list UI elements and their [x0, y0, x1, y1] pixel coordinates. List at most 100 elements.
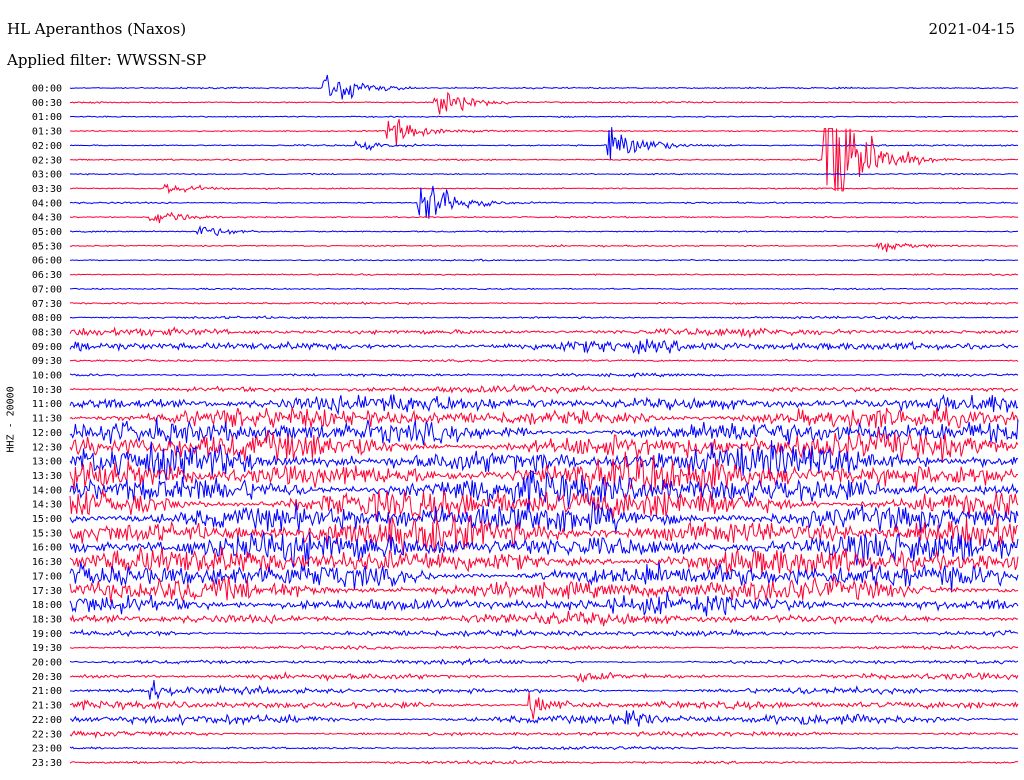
time-tick-label: 01:30 — [32, 127, 62, 138]
time-tick-label: 08:00 — [32, 313, 62, 324]
seismic-trace-0330 — [70, 183, 1019, 195]
time-tick-label: 13:30 — [32, 471, 62, 482]
station-title: HL Aperanthos (Naxos) — [7, 20, 187, 38]
time-tick-label: 21:30 — [32, 701, 62, 712]
time-tick-label: 11:30 — [32, 414, 62, 425]
time-tick-label: 09:00 — [32, 342, 62, 353]
time-tick-label: 10:00 — [32, 371, 62, 382]
seismic-trace-1030 — [69, 383, 1019, 395]
seismic-trace-1300 — [69, 440, 1019, 481]
seismic-trace-2130 — [69, 692, 1019, 720]
seismic-trace-2100 — [69, 680, 1019, 701]
seismic-trace-0530 — [69, 242, 1019, 253]
time-tick-label: 12:30 — [32, 442, 62, 453]
seismic-trace-1600 — [69, 531, 1019, 568]
time-tick-label: 00:30 — [32, 98, 62, 109]
time-tick-label: 05:00 — [32, 227, 62, 238]
seismic-trace-0430 — [69, 211, 1019, 224]
time-tick-label: 06:30 — [32, 270, 62, 281]
filter-subtitle: Applied filter: WWSSN-SP — [7, 51, 207, 69]
time-tick-label: 14:00 — [32, 485, 62, 496]
seismic-trace-2230 — [69, 730, 1019, 739]
seismic-trace-0700 — [69, 287, 1019, 291]
seismic-trace-0630 — [69, 273, 1019, 277]
seismic-trace-0030 — [70, 91, 1019, 115]
time-tick-label: 10:30 — [32, 385, 62, 396]
seismic-trace-0130 — [69, 119, 1019, 147]
date-label: 2021-04-15 — [928, 20, 1015, 38]
seismic-trace-0230 — [69, 128, 1019, 192]
trace-layer — [69, 74, 1019, 765]
time-tick-label: 23:30 — [32, 758, 62, 769]
seismic-trace-0730 — [69, 301, 1019, 306]
seismic-trace-0300 — [69, 172, 1019, 176]
time-tick-label: 23:00 — [32, 744, 62, 755]
seismic-trace-2200 — [69, 710, 1019, 727]
time-tick-label: 03:30 — [32, 184, 62, 195]
time-tick-label: 17:00 — [32, 571, 62, 582]
time-tick-label: 15:00 — [32, 514, 62, 525]
tick-label-layer: 00:00 00:30 01:00 01:30 02:00 02:30 03:00 03:30… — [32, 84, 62, 769]
seismic-trace-1130 — [69, 406, 1019, 429]
time-tick-label: 20:30 — [32, 672, 62, 683]
time-tick-label: 01:00 — [32, 112, 62, 123]
seismic-trace-2030 — [69, 671, 1019, 683]
time-tick-label: 12:00 — [32, 428, 62, 439]
time-tick-label: 07:00 — [32, 284, 62, 295]
time-tick-label: 16:30 — [32, 557, 62, 568]
seismic-trace-1000 — [69, 372, 1019, 379]
time-tick-label: 13:00 — [32, 457, 62, 468]
seismic-trace-0400 — [69, 185, 1019, 219]
time-tick-label: 04:00 — [32, 198, 62, 209]
seismic-trace-0100 — [69, 115, 1019, 119]
time-tick-label: 18:30 — [32, 614, 62, 625]
time-tick-label: 04:30 — [32, 213, 62, 224]
seismic-trace-1530 — [69, 514, 1019, 556]
seismic-trace-1500 — [69, 500, 1019, 533]
time-tick-label: 08:30 — [32, 327, 62, 338]
time-tick-label: 22:00 — [32, 715, 62, 726]
time-tick-label: 07:30 — [32, 299, 62, 310]
seismic-trace-1830 — [69, 610, 1019, 627]
seismic-trace-0800 — [69, 315, 1019, 320]
time-tick-label: 02:30 — [32, 155, 62, 166]
seismic-trace-0200 — [69, 127, 1019, 161]
time-tick-label: 11:00 — [32, 399, 62, 410]
seismic-trace-0830 — [69, 326, 1019, 339]
seismic-trace-2000 — [69, 657, 1019, 666]
time-tick-label: 00:00 — [32, 84, 62, 95]
seismic-trace-1400 — [69, 469, 1019, 513]
seismic-trace-0500 — [69, 224, 1019, 237]
time-tick-label: 17:30 — [32, 586, 62, 597]
time-tick-label: 19:00 — [32, 629, 62, 640]
time-tick-label: 15:30 — [32, 528, 62, 539]
time-tick-label: 09:30 — [32, 356, 62, 367]
time-tick-label: 16:00 — [32, 543, 62, 554]
seismic-trace-2330 — [69, 759, 1019, 765]
time-tick-label: 02:00 — [32, 141, 62, 152]
seismic-trace-0000 — [69, 74, 1019, 100]
time-tick-label: 19:30 — [32, 643, 62, 654]
seismic-trace-1230 — [69, 428, 1019, 463]
seismic-trace-0930 — [69, 358, 1019, 363]
seismic-trace-1430 — [69, 489, 1019, 521]
seismic-trace-1100 — [69, 394, 1019, 416]
time-tick-label: 20:00 — [32, 658, 62, 669]
seismic-trace-1330 — [69, 451, 1019, 493]
seismic-trace-1200 — [69, 417, 1019, 445]
time-tick-label: 03:00 — [32, 170, 62, 181]
time-tick-label: 21:00 — [32, 686, 62, 697]
seismic-trace-0900 — [69, 338, 1019, 355]
time-tick-label: 18:00 — [32, 600, 62, 611]
seismic-trace-2300 — [69, 745, 1019, 751]
seismic-trace-1730 — [69, 575, 1019, 603]
time-tick-label: 06:00 — [32, 256, 62, 267]
time-tick-label: 22:30 — [32, 729, 62, 740]
seismic-trace-0600 — [69, 258, 1019, 262]
time-tick-label: 05:30 — [32, 241, 62, 252]
seismic-trace-1630 — [69, 546, 1019, 577]
seismic-trace-1930 — [69, 644, 1019, 651]
seismic-trace-1800 — [69, 591, 1019, 617]
time-tick-label: 14:30 — [32, 500, 62, 511]
